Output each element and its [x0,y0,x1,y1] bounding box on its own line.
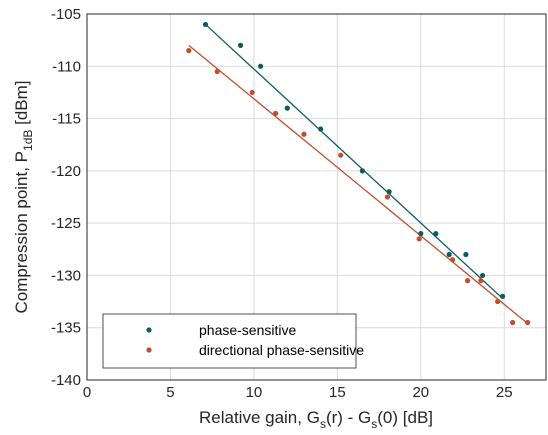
data-point-phase-sensitive [202,21,209,28]
x-tick-label: 10 [246,384,263,401]
y-tick-label: -130 [51,267,81,284]
legend-label-directional-phase-sensitive: directional phase-sensitive [199,342,364,358]
data-point-directional-phase-sensitive [186,48,192,54]
data-point-directional-phase-sensitive [416,236,422,242]
y-tick-label: -135 [51,320,81,337]
legend-marker-directional-phase-sensitive [146,347,152,353]
fit-line-directional-phase-sensitive [188,44,529,325]
x-tick-label: 0 [83,384,91,401]
data-point-phase-sensitive [237,42,244,48]
data-point-phase-sensitive [418,231,424,237]
data-point-directional-phase-sensitive [301,131,307,137]
x-tick-label: 25 [496,384,513,401]
legend-box [102,313,357,369]
data-point-phase-sensitive [500,293,506,299]
y-tick-label: -110 [52,58,81,75]
y-tick-label: -105 [51,6,81,23]
fit-line-phase-sensitive [205,23,504,299]
data-point-phase-sensitive [318,126,324,132]
y-tick-label: -120 [51,163,81,180]
data-point-phase-sensitive [446,251,452,258]
data-point-directional-phase-sensitive [449,257,456,263]
data-point-phase-sensitive [386,189,392,195]
y-tick-label: -140 [51,372,81,389]
data-point-directional-phase-sensitive [273,110,279,116]
data-point-phase-sensitive [463,251,469,258]
data-point-phase-sensitive [359,168,365,174]
plot-frame [86,13,547,381]
data-point-directional-phase-sensitive [478,278,484,284]
data-point-directional-phase-sensitive [338,152,344,158]
x-tick-label: 5 [166,384,174,401]
legend: phase-sensitive directional phase-sensit… [102,313,364,369]
tick-labels: 0 5 10 15 20 25 -105 -110 -115 -120 -125 -130 -135 -1… [51,6,513,401]
y-tick-label: -115 [52,111,81,128]
x-tick-label: 15 [329,384,346,401]
data-point-phase-sensitive [257,63,264,69]
data-point-directional-phase-sensitive [464,278,471,284]
fit-lines [188,23,529,325]
data-point-directional-phase-sensitive [249,89,255,96]
data-point-directional-phase-sensitive [384,194,391,200]
data-point-phase-sensitive [433,231,439,237]
data-points [186,21,531,326]
legend-label-phase-sensitive: phase-sensitive [199,322,296,338]
x-tick-label: 20 [412,384,429,401]
data-point-directional-phase-sensitive [214,68,220,75]
y-tick-label: -125 [51,215,81,232]
data-point-phase-sensitive [284,105,290,111]
data-point-directional-phase-sensitive [494,298,501,305]
data-point-phase-sensitive [479,272,486,279]
legend-marker-phase-sensitive [146,327,152,333]
data-point-directional-phase-sensitive [510,319,516,326]
data-point-directional-phase-sensitive [525,319,531,326]
